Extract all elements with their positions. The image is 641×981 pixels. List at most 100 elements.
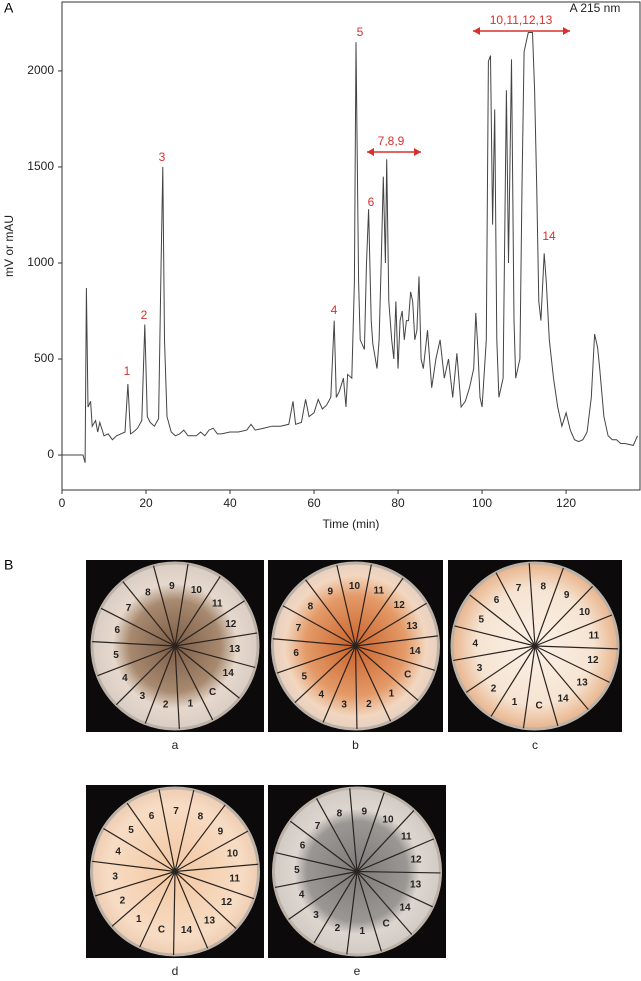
sector-number: 11 <box>374 586 385 597</box>
sector-line <box>354 645 358 729</box>
plate-caption: b <box>352 738 359 752</box>
sector-number: 14 <box>181 925 193 936</box>
sector-number: 6 <box>149 811 155 822</box>
y-tick-label: 1500 <box>27 159 54 173</box>
sector-line <box>354 645 392 722</box>
sector-line <box>174 563 189 647</box>
sector-number: 13 <box>410 880 422 891</box>
sector-line <box>534 645 559 726</box>
sector-number: 11 <box>229 873 240 884</box>
x-tick-label: 60 <box>307 496 321 510</box>
sector-line <box>174 863 259 873</box>
sector-number: 2 <box>163 700 169 711</box>
sector-line <box>174 870 255 900</box>
sector-line <box>158 789 176 872</box>
sector-line <box>495 572 536 647</box>
sector-number: 6 <box>494 595 500 606</box>
sector-number: C <box>404 670 411 681</box>
sector-line <box>490 645 536 717</box>
sector-line <box>139 871 176 948</box>
peak-label: 3 <box>159 150 166 164</box>
sector-line <box>174 645 240 699</box>
sector-line <box>174 804 226 872</box>
sector-line <box>355 635 438 647</box>
chromatogram-trace <box>62 32 638 463</box>
sector-number: 5 <box>301 671 307 682</box>
sector-line <box>275 852 358 873</box>
arrow-head <box>563 27 570 35</box>
sector-number: 4 <box>299 890 305 901</box>
sector-line <box>454 625 536 647</box>
sector-line <box>356 870 441 874</box>
peak-label: 10,11,12,13 <box>490 13 553 27</box>
sector-line <box>97 645 176 677</box>
y-tick-label: 0 <box>47 447 54 461</box>
plate-caption: a <box>172 738 179 752</box>
sector-line <box>174 830 249 873</box>
wavelength-label: A 215 nm <box>570 1 621 15</box>
sector-number: 13 <box>229 644 241 655</box>
sector-number: 6 <box>114 625 120 636</box>
sector-number: C <box>158 925 165 936</box>
sector-number: 5 <box>113 650 119 661</box>
sector-number: 9 <box>327 586 333 597</box>
x-tick-label: 0 <box>59 496 66 510</box>
peak-label: 7,8,9 <box>378 134 405 148</box>
peak-label: 4 <box>331 303 338 317</box>
sector-number: 6 <box>293 648 299 659</box>
x-tick-label: 120 <box>556 496 576 510</box>
arrow-head <box>414 148 421 156</box>
peak-label: 5 <box>357 25 364 39</box>
sector-line <box>356 871 413 935</box>
panel-label: B <box>4 557 13 573</box>
sector-line <box>288 871 358 920</box>
sector-number: 9 <box>362 806 368 817</box>
sector-line <box>354 564 372 647</box>
sector-line <box>174 576 221 647</box>
x-tick-label: 80 <box>391 496 405 510</box>
sector-line <box>174 645 256 669</box>
sector-line <box>356 871 382 952</box>
sector-number: 7 <box>315 821 321 832</box>
sector-number: 6 <box>300 841 306 852</box>
sector-line <box>144 645 176 724</box>
sector-line <box>174 871 209 949</box>
sector-number: C <box>209 687 216 698</box>
sector-line <box>355 577 404 647</box>
sector-number: 12 <box>221 897 233 908</box>
plate-caption: d <box>172 964 179 976</box>
sector-number: C <box>383 919 390 930</box>
sector-line <box>174 871 237 929</box>
sector-number: 7 <box>296 623 302 634</box>
sector-line <box>305 579 356 647</box>
arrow-head <box>473 27 480 35</box>
sector-number: 8 <box>198 812 204 823</box>
sector-line <box>152 565 176 647</box>
sector-number: 11 <box>589 630 600 641</box>
sector-line <box>274 870 358 889</box>
sector-number: 10 <box>227 849 239 860</box>
sector-line <box>100 607 176 647</box>
plate-caption: c <box>532 738 538 752</box>
sector-line <box>346 871 358 955</box>
sector-line <box>356 810 415 872</box>
panel-label: A <box>4 0 14 16</box>
sector-line <box>276 645 356 674</box>
sector-line <box>92 860 176 873</box>
sector-number: 2 <box>335 923 341 934</box>
sector-line <box>356 870 433 908</box>
sector-number: C <box>536 700 543 711</box>
sector-line <box>272 638 356 647</box>
sector-number: 4 <box>472 639 478 650</box>
x-tick-label: 100 <box>472 496 492 510</box>
sector-number: 8 <box>541 581 547 592</box>
sector-number: 8 <box>337 809 343 820</box>
sector-number: 1 <box>136 914 142 925</box>
sector-line <box>534 585 594 647</box>
sector-number: 12 <box>225 619 237 630</box>
sector-number: 2 <box>366 699 372 710</box>
sector-number: 14 <box>399 902 411 913</box>
sector-number: 4 <box>122 673 128 684</box>
sector-number: 13 <box>577 677 589 688</box>
x-tick-label: 40 <box>223 496 237 510</box>
